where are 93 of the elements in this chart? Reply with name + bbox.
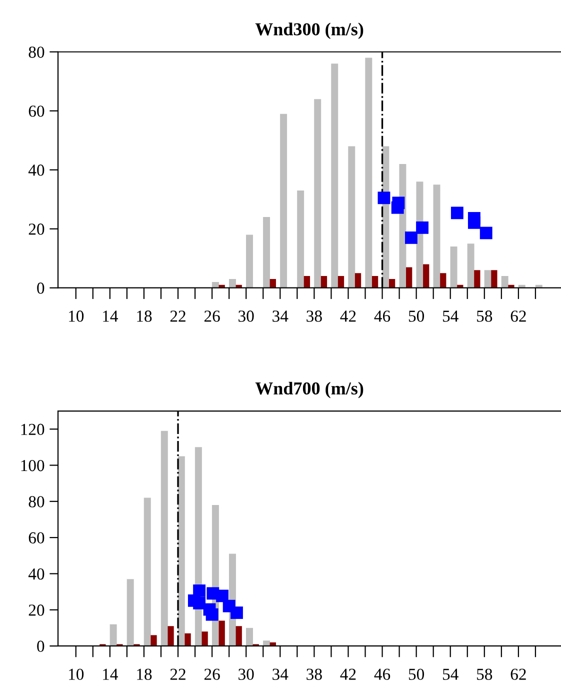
bar <box>184 633 191 646</box>
x-tick-label: 62 <box>510 668 526 680</box>
point <box>404 231 418 244</box>
point <box>230 606 243 619</box>
bar <box>484 270 492 288</box>
x-tick-label: 18 <box>137 668 152 680</box>
x-tick-label: 34 <box>272 668 288 680</box>
x-tick-label: 50 <box>408 310 424 322</box>
point <box>378 192 390 204</box>
point <box>216 590 228 602</box>
bar <box>246 234 253 288</box>
x-tick-label: 26 <box>204 310 220 322</box>
bar <box>304 276 310 288</box>
bar <box>228 279 236 288</box>
bar <box>297 190 304 288</box>
x-tick-label: 10 <box>69 310 84 322</box>
bar <box>212 282 219 288</box>
y-tick-label: 40 <box>28 568 44 580</box>
point <box>468 216 480 229</box>
y-tick-label: 80 <box>28 46 44 58</box>
bar <box>314 99 322 288</box>
bar <box>491 270 498 288</box>
bar <box>110 624 117 646</box>
bar <box>365 58 372 288</box>
bar <box>160 430 168 646</box>
y-tick-label: 0 <box>37 282 44 294</box>
point <box>391 201 404 214</box>
x-tick-label: 58 <box>477 310 492 322</box>
x-tick-label: 54 <box>442 310 458 322</box>
y-tick-label: 60 <box>28 106 44 117</box>
bar <box>388 279 396 288</box>
x-tick-label: 30 <box>238 668 254 680</box>
bar <box>338 276 344 288</box>
x-tick-label: 34 <box>272 310 288 322</box>
x-tick-label: 14 <box>103 668 118 680</box>
bar <box>270 279 276 288</box>
y-tick-label: 20 <box>28 604 44 616</box>
x-tick-label: 46 <box>374 310 390 322</box>
chart-title: Wnd300 (m/s) <box>255 22 364 40</box>
bar <box>474 270 480 288</box>
x-tick-label: 42 <box>340 668 356 680</box>
y-tick-label: 80 <box>28 496 44 508</box>
point <box>206 608 218 621</box>
bar <box>144 498 151 646</box>
x-tick-label: 22 <box>170 310 186 322</box>
y-tick-label: 40 <box>28 164 44 176</box>
point <box>416 221 428 234</box>
x-tick-label: 46 <box>374 668 390 680</box>
bar <box>348 146 356 288</box>
bar <box>433 184 440 288</box>
bar <box>126 579 134 646</box>
x-tick-label: 38 <box>306 668 322 680</box>
point <box>480 226 492 240</box>
point <box>193 596 206 610</box>
bar <box>150 635 157 646</box>
bar <box>440 273 446 288</box>
x-tick-label: 18 <box>137 310 152 322</box>
x-tick-label: 50 <box>408 668 424 680</box>
x-tick-label: 22 <box>170 668 186 680</box>
x-tick-label: 26 <box>204 668 220 680</box>
bar <box>280 114 288 288</box>
x-tick-label: 54 <box>442 668 458 680</box>
bar <box>501 276 508 288</box>
bar <box>508 284 514 288</box>
bar <box>372 276 378 288</box>
point <box>450 206 464 220</box>
bar <box>236 626 242 646</box>
x-tick-label: 10 <box>69 668 84 680</box>
x-tick-label: 42 <box>340 310 356 322</box>
bar <box>467 244 474 288</box>
x-tick-label: 62 <box>510 310 526 322</box>
x-tick-label: 14 <box>103 310 118 322</box>
x-tick-label: 38 <box>306 310 322 322</box>
bar <box>202 632 208 646</box>
bar <box>450 246 458 288</box>
y-tick-label: 0 <box>37 640 44 652</box>
bar <box>263 640 270 646</box>
bar <box>423 264 430 288</box>
bar <box>320 276 328 288</box>
bar <box>354 273 362 288</box>
bar <box>246 628 253 646</box>
bar <box>406 267 412 288</box>
x-tick-label: 58 <box>477 668 492 680</box>
bar <box>331 64 338 288</box>
y-tick-label: 20 <box>28 224 44 235</box>
y-tick-label: 100 <box>21 460 44 472</box>
y-tick-label: 60 <box>28 532 44 544</box>
y-tick-label: 120 <box>21 424 44 436</box>
bar <box>218 620 225 646</box>
x-tick-label: 30 <box>238 310 254 322</box>
bar <box>168 626 174 646</box>
chart-title: Wnd700 (m/s) <box>255 382 364 398</box>
bar <box>263 217 270 288</box>
